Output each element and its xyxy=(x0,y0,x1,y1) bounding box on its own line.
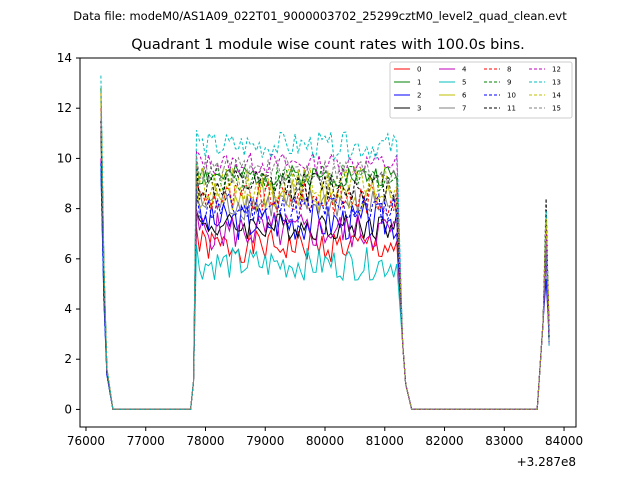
x-tick-label: 76000 xyxy=(67,434,105,448)
y-tick-label: 6 xyxy=(64,252,72,266)
legend-label: 15 xyxy=(552,105,561,113)
chart-suptitle: Data file: modeM0/AS1A09_022T01_90000037… xyxy=(73,9,567,23)
series-line-12 xyxy=(100,108,550,410)
y-tick-label: 12 xyxy=(57,101,72,115)
legend-label: 9 xyxy=(507,79,511,87)
x-tick-label: 79000 xyxy=(246,434,284,448)
y-axis-ticks: 0 2 4 6 8 10 12 14 xyxy=(57,51,80,416)
series-line-13 xyxy=(100,75,550,410)
series-line-7 xyxy=(100,120,550,410)
x-tick-label: 84000 xyxy=(545,434,583,448)
legend-label: 8 xyxy=(507,66,511,74)
series-line-2 xyxy=(100,170,550,410)
series-line-5 xyxy=(100,163,550,410)
legend-label: 3 xyxy=(417,105,421,113)
legend-label: 4 xyxy=(462,66,467,74)
x-tick-label: 83000 xyxy=(485,434,523,448)
axes-frame xyxy=(79,57,577,428)
series-line-9 xyxy=(100,98,550,410)
legend-label: 5 xyxy=(462,79,466,87)
series-line-3 xyxy=(100,133,550,410)
x-tick-label: 78000 xyxy=(186,434,224,448)
legend-label: 13 xyxy=(552,79,561,87)
series-line-0 xyxy=(100,93,550,410)
legend-label: 1 xyxy=(417,79,421,87)
legend-label: 14 xyxy=(552,92,561,100)
legend-box xyxy=(389,61,573,119)
series-line-11 xyxy=(100,120,550,410)
y-tick-label: 8 xyxy=(64,202,72,216)
x-axis-offset-label: +3.287e8 xyxy=(517,455,576,469)
series-line-4 xyxy=(100,158,550,410)
y-tick-label: 14 xyxy=(57,51,72,65)
y-tick-label: 4 xyxy=(64,302,72,316)
legend-label: 6 xyxy=(462,92,467,100)
series-line-6 xyxy=(100,103,550,410)
series-line-8 xyxy=(100,108,550,410)
x-tick-label: 80000 xyxy=(306,434,344,448)
legend-label: 2 xyxy=(417,92,421,100)
legend-label: 10 xyxy=(507,92,516,100)
x-tick-label: 77000 xyxy=(127,434,165,448)
x-axis-ticks: 76000 77000 78000 79000 80000 81000 82000 83000… xyxy=(67,427,583,448)
legend-label: 7 xyxy=(462,105,466,113)
series-line-10 xyxy=(100,163,550,410)
legend-label: 0 xyxy=(417,66,421,74)
series-line-14 xyxy=(100,93,550,410)
y-tick-label: 2 xyxy=(64,352,72,366)
legend-label: 11 xyxy=(507,105,516,113)
x-tick-label: 82000 xyxy=(425,434,463,448)
y-tick-label: 10 xyxy=(57,151,72,165)
y-tick-label: 0 xyxy=(64,402,72,416)
series-layer xyxy=(100,75,550,410)
legend-label: 12 xyxy=(552,66,561,74)
chart-title: Quadrant 1 module wise count rates with … xyxy=(131,37,525,53)
x-tick-label: 81000 xyxy=(366,434,404,448)
series-line-15 xyxy=(100,113,550,410)
